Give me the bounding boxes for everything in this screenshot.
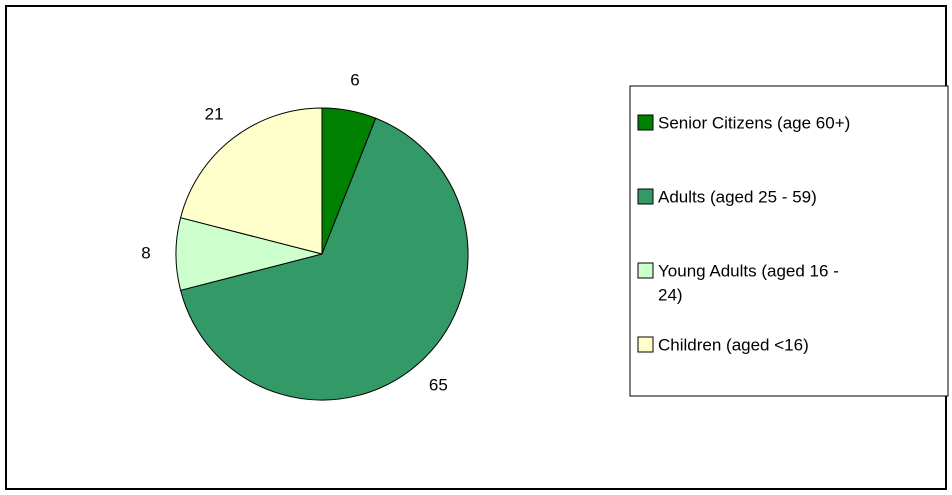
legend-label-3-line-1: Young Adults (aged 16 -: [658, 261, 839, 280]
pie-data-label-4: 21: [205, 104, 224, 123]
pie-data-label-3: 8: [141, 243, 150, 262]
legend-box: [629, 85, 949, 397]
pie-chart: [175, 107, 469, 401]
legend-swatch-1: [637, 114, 654, 131]
legend: Senior Citizens (age 60+) Adults (aged 25…: [629, 85, 949, 397]
legend-label-3-line-2: 24): [658, 285, 683, 304]
legend-swatch-4: [637, 336, 654, 353]
legend-label-4-line-1: Children (aged <16): [658, 335, 809, 354]
pie-data-labels: 6 65 8 21: [141, 71, 448, 395]
pie-data-label-2: 65: [429, 376, 448, 395]
pie-data-label-1: 6: [350, 71, 359, 90]
pie-slice-2: [179, 117, 469, 401]
pie-slice-4: [179, 107, 323, 255]
legend-swatch-3: [637, 262, 654, 279]
legend-label-1-line-1: Senior Citizens (age 60+): [658, 113, 850, 132]
legend-label-2-line-1: Adults (aged 25 - 59): [658, 187, 817, 206]
legend-swatch-2: [637, 188, 654, 205]
